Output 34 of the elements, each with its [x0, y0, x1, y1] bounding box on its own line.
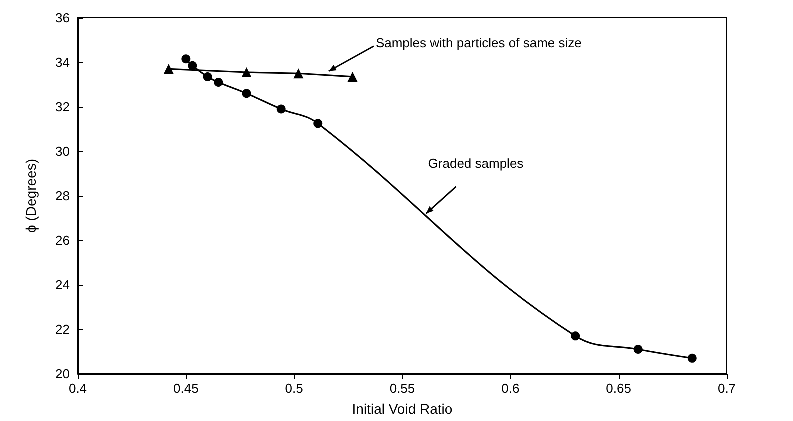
x-tick-label: 0.45 — [174, 381, 199, 396]
point — [294, 68, 304, 79]
point — [203, 72, 212, 82]
annotation: Graded samples — [428, 156, 524, 171]
y-tick-label: 20 — [56, 366, 70, 382]
y-tick-label: 34 — [56, 55, 70, 70]
x-tick-label: 0.4 — [68, 381, 88, 396]
point — [276, 104, 286, 114]
y-tick-label: 30 — [56, 144, 70, 159]
x-axis-title: Initial Void Ratio — [352, 401, 453, 417]
point — [314, 119, 323, 128]
y-tick-label: 26 — [56, 233, 70, 248]
y-tick-label: 28 — [56, 188, 70, 204]
point — [164, 64, 174, 74]
point — [214, 78, 224, 88]
y-tick-label: 36 — [56, 10, 70, 26]
x-tick-label: 0.65 — [606, 381, 632, 396]
point — [348, 72, 358, 82]
x-tick-label: 0.55 — [390, 381, 416, 396]
annotation: Samples with particles of same size — [376, 35, 582, 50]
x-tick-label: 0.6 — [502, 381, 520, 396]
y-tick-label: 32 — [56, 100, 70, 114]
point — [634, 345, 643, 354]
point — [242, 89, 252, 98]
point — [242, 68, 252, 78]
y-tick-label: 24 — [56, 278, 70, 292]
point — [182, 54, 191, 64]
x-tick-label: 0.5 — [285, 381, 304, 396]
point — [688, 354, 697, 363]
point — [188, 61, 198, 70]
y-tick-label: 22 — [56, 322, 70, 337]
point — [571, 332, 580, 341]
x-tick-label: 0.7 — [718, 381, 736, 396]
y-axis-title: ϕ (Degrees) — [23, 159, 39, 233]
